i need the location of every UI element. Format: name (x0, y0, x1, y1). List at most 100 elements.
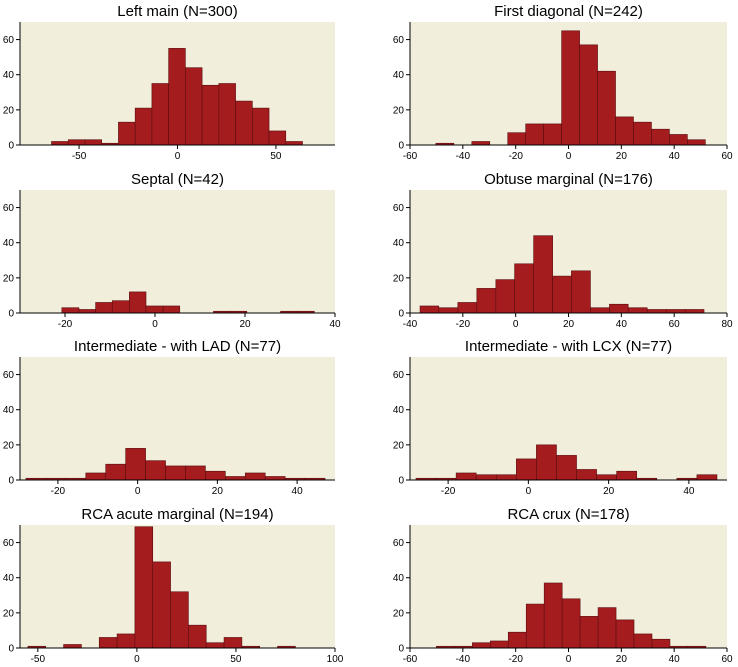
bar (665, 309, 686, 314)
x-tick-label: 0 (175, 151, 181, 162)
plot-background (20, 357, 335, 480)
y-tick-label: 40 (3, 405, 15, 416)
bar (218, 83, 236, 146)
bar (151, 83, 169, 146)
bar (201, 84, 220, 146)
y-tick-label: 40 (3, 573, 15, 584)
bar (627, 307, 648, 314)
x-tick-label: 50 (230, 654, 242, 665)
chart-title: Obtuse marginal (N=176) (484, 171, 653, 188)
bar (590, 307, 610, 314)
x-tick-label: 40 (616, 319, 628, 330)
bar (471, 141, 491, 146)
bar (475, 474, 497, 481)
bar (438, 307, 459, 314)
y-tick-label: 60 (393, 538, 405, 549)
x-tick-label: 0 (513, 319, 519, 330)
bar (51, 141, 69, 146)
bar (556, 455, 577, 481)
y-tick-label: 0 (398, 644, 404, 655)
bar (162, 305, 181, 314)
bar (116, 633, 136, 649)
bar (561, 598, 581, 649)
x-tick-label: -40 (456, 151, 471, 162)
bar (646, 309, 667, 314)
y-tick-label: 60 (3, 538, 15, 549)
bar (268, 130, 287, 146)
y-tick-label: 20 (3, 608, 15, 619)
bar (696, 474, 718, 481)
x-tick-label: -40 (456, 654, 471, 665)
bar (684, 309, 705, 314)
bar (98, 637, 118, 649)
y-tick-label: 20 (393, 608, 405, 619)
y-tick-label: 60 (393, 370, 405, 381)
bar (495, 474, 517, 481)
plot-background (20, 190, 335, 313)
x-tick-label: 60 (721, 654, 733, 665)
y-tick-label: 20 (3, 440, 15, 451)
chart-title: Intermediate - with LAD (N=77) (74, 338, 281, 355)
y-tick-label: 60 (3, 203, 15, 214)
x-tick-label: -50 (31, 654, 46, 665)
x-tick-label: 40 (292, 486, 304, 497)
y-tick-label: 0 (398, 309, 404, 320)
bar (235, 100, 253, 146)
y-tick-label: 0 (398, 141, 404, 152)
bar (152, 561, 171, 649)
bar (85, 472, 107, 481)
bar (571, 270, 591, 314)
x-tick-label: 0 (135, 486, 141, 497)
x-tick-label: 100 (327, 654, 344, 665)
x-tick-label: 20 (212, 486, 224, 497)
chart-title: RCA acute marginal (N=194) (81, 506, 273, 523)
bar (118, 121, 136, 146)
bar (134, 107, 153, 146)
y-tick-label: 60 (393, 35, 405, 46)
y-tick-label: 60 (393, 203, 405, 214)
x-tick-label: 0 (566, 654, 572, 665)
bar (455, 472, 477, 481)
bar (597, 607, 617, 649)
bar (579, 616, 599, 649)
bar (552, 275, 572, 314)
x-tick-label: 40 (329, 319, 341, 330)
y-tick-label: 60 (3, 35, 15, 46)
bar (185, 465, 206, 481)
y-tick-label: 0 (8, 141, 14, 152)
chart-title: Septal (N=42) (131, 171, 224, 188)
x-tick-label: 40 (669, 151, 681, 162)
bar (507, 631, 527, 649)
x-tick-label: -60 (403, 654, 418, 665)
bar (615, 116, 634, 146)
bar (285, 141, 303, 146)
bar (223, 637, 243, 649)
bar (129, 291, 147, 314)
chart-title: First diagonal (N=242) (494, 3, 643, 20)
x-tick-label: -50 (72, 151, 87, 162)
bar (252, 107, 270, 146)
y-tick-label: 40 (393, 573, 405, 584)
bar (168, 48, 186, 146)
chart-title: Left main (N=300) (117, 3, 237, 20)
x-tick-label: 20 (563, 319, 575, 330)
y-tick-label: 40 (3, 238, 15, 249)
bar (78, 309, 96, 314)
x-tick-label: 20 (616, 151, 628, 162)
bar (205, 642, 225, 649)
y-tick-label: 0 (8, 644, 14, 655)
y-tick-label: 20 (393, 273, 405, 284)
bar (185, 67, 203, 146)
bar (95, 302, 113, 314)
bar (651, 128, 670, 146)
bar (84, 139, 103, 146)
x-tick-label: -20 (508, 151, 523, 162)
x-tick-label: 80 (721, 319, 733, 330)
bar (170, 591, 189, 649)
bar (457, 302, 478, 314)
x-tick-label: -60 (403, 151, 418, 162)
y-tick-label: 40 (393, 238, 405, 249)
bar (125, 448, 146, 481)
chart-title: RCA crux (N=178) (507, 506, 629, 523)
